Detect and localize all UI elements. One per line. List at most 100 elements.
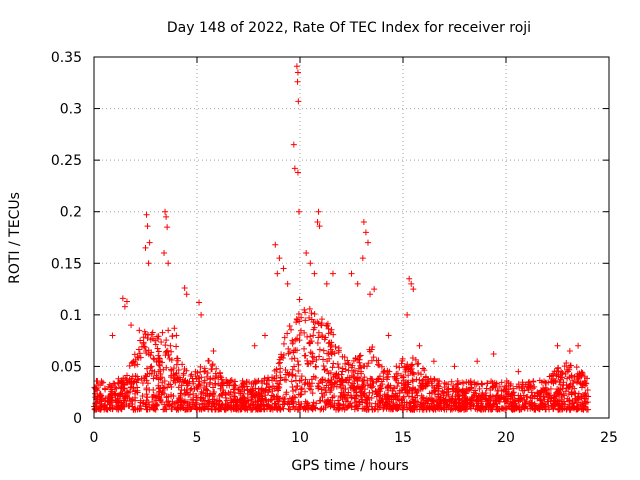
data-point (501, 399, 508, 406)
data-point (213, 401, 220, 408)
data-point (325, 325, 332, 332)
data-point (410, 286, 417, 293)
data-point (439, 388, 446, 395)
data-point (139, 379, 146, 386)
data-points (91, 63, 592, 413)
data-point (395, 396, 402, 403)
data-point (98, 397, 105, 404)
data-point (281, 396, 288, 403)
x-tick-label: 20 (497, 430, 515, 446)
data-point (95, 381, 102, 388)
data-point (308, 310, 315, 317)
data-point (128, 322, 135, 329)
data-point (459, 404, 466, 411)
data-point (170, 392, 177, 399)
data-point (430, 406, 437, 413)
data-point (350, 374, 357, 381)
data-point (357, 394, 364, 401)
data-point (537, 397, 544, 404)
data-point (309, 390, 316, 397)
data-point (478, 380, 485, 387)
data-point (147, 336, 154, 343)
data-point (165, 351, 172, 358)
data-point (146, 239, 153, 246)
data-point (444, 386, 451, 393)
data-point (498, 379, 505, 386)
data-point (220, 387, 227, 394)
data-point (201, 379, 208, 386)
data-point (198, 406, 205, 413)
data-point (327, 379, 334, 386)
grid-lines (94, 57, 609, 418)
data-point (272, 241, 279, 248)
y-tick-label: 0.35 (51, 50, 82, 66)
data-point (574, 395, 581, 402)
data-point (281, 376, 288, 383)
data-point (171, 375, 178, 382)
data-point (205, 357, 212, 364)
data-point (156, 361, 163, 368)
data-point (316, 353, 323, 360)
data-point (342, 366, 349, 373)
data-point (277, 365, 284, 372)
data-point (103, 405, 110, 412)
data-point (394, 370, 401, 377)
data-point (248, 396, 255, 403)
data-point (167, 342, 174, 349)
data-point (269, 406, 276, 413)
data-point (298, 400, 305, 407)
chart-title: Day 148 of 2022, Rate Of TEC Index for r… (167, 20, 531, 36)
data-point (310, 332, 317, 339)
data-point (441, 384, 448, 391)
data-point (297, 327, 304, 334)
data-point (571, 373, 578, 380)
data-point (434, 391, 441, 398)
data-point (190, 396, 197, 403)
data-point (152, 405, 159, 412)
data-point (566, 366, 573, 373)
x-tick-label: 25 (600, 430, 618, 446)
data-point (112, 384, 119, 391)
data-point (342, 360, 349, 367)
data-point (295, 208, 302, 215)
data-point (389, 387, 396, 394)
data-point (135, 346, 142, 353)
data-point (162, 208, 169, 215)
data-point (358, 384, 365, 391)
data-point (152, 341, 159, 348)
data-point (494, 403, 501, 410)
data-point (364, 394, 371, 401)
data-point (150, 355, 157, 362)
data-point (335, 397, 342, 404)
data-point (118, 384, 125, 391)
data-point (561, 363, 568, 370)
data-point (317, 406, 324, 413)
data-point (510, 401, 517, 408)
y-tick-label: 0.3 (60, 102, 82, 118)
data-point (525, 386, 532, 393)
data-point (264, 402, 271, 409)
data-point (394, 383, 401, 390)
data-point (314, 340, 321, 347)
x-tick-label: 15 (394, 430, 412, 446)
y-tick-label: 0 (73, 411, 82, 427)
data-point (198, 311, 205, 318)
data-point (393, 401, 400, 408)
data-point (192, 368, 199, 375)
data-point (523, 398, 530, 405)
data-point (331, 393, 338, 400)
data-point (416, 377, 423, 384)
data-point (399, 357, 406, 364)
data-point (409, 355, 416, 362)
data-point (537, 402, 544, 409)
data-point (201, 405, 208, 412)
data-point (208, 366, 215, 373)
data-point (292, 386, 299, 393)
data-point (154, 401, 161, 408)
data-point (189, 375, 196, 382)
data-point (170, 400, 177, 407)
data-point (467, 379, 474, 386)
data-point (148, 349, 155, 356)
data-point (361, 363, 368, 370)
data-point (238, 405, 245, 412)
